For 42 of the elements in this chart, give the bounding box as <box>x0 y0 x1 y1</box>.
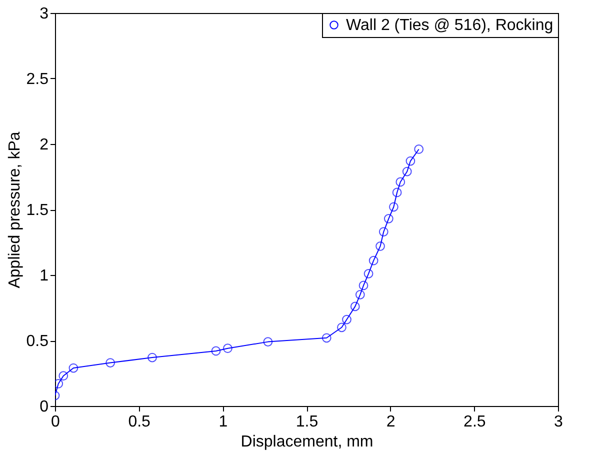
point <box>337 322 346 332</box>
point <box>263 337 273 346</box>
point <box>68 363 78 373</box>
x-tick-label: 0 <box>51 414 60 430</box>
x-tick-label: 2 <box>386 414 396 430</box>
point <box>368 256 378 266</box>
point <box>402 166 412 176</box>
point <box>358 280 368 290</box>
y-tick-label: 1 <box>40 268 49 284</box>
y-tick-label: 2.5 <box>26 71 49 88</box>
x-tick-label: 1.5 <box>296 414 318 430</box>
point <box>389 202 398 212</box>
point <box>355 290 365 300</box>
point <box>378 227 388 236</box>
point <box>106 358 116 368</box>
y-tick-label: 1.5 <box>26 202 49 219</box>
point <box>55 379 64 388</box>
x-tick-label: 2.5 <box>464 414 486 430</box>
point <box>392 188 402 198</box>
point <box>376 242 385 251</box>
y-tick-label: 3 <box>40 6 49 22</box>
legend-label: Wall 2 (Ties @ 516), Rocking <box>346 17 554 34</box>
point <box>384 214 394 224</box>
point <box>322 333 332 343</box>
point <box>406 156 416 166</box>
point <box>342 314 352 324</box>
point <box>364 269 374 278</box>
y-tick-label: 2 <box>40 136 49 154</box>
y-tick-label: 0.5 <box>26 333 49 350</box>
point <box>223 344 232 354</box>
x-axis-title: Displacement, mm <box>240 434 374 450</box>
point <box>396 177 406 187</box>
y-tick-label: 0 <box>40 398 49 416</box>
x-tick-label: 3 <box>554 414 564 430</box>
point <box>211 346 221 356</box>
x-tick-label: 0.5 <box>128 414 151 430</box>
y-axis-title: Applied pressure, kPa <box>6 132 24 288</box>
x-tick-label: 1 <box>218 414 228 430</box>
point <box>350 302 360 312</box>
point <box>148 352 157 362</box>
point <box>414 144 424 154</box>
point <box>58 371 68 381</box>
